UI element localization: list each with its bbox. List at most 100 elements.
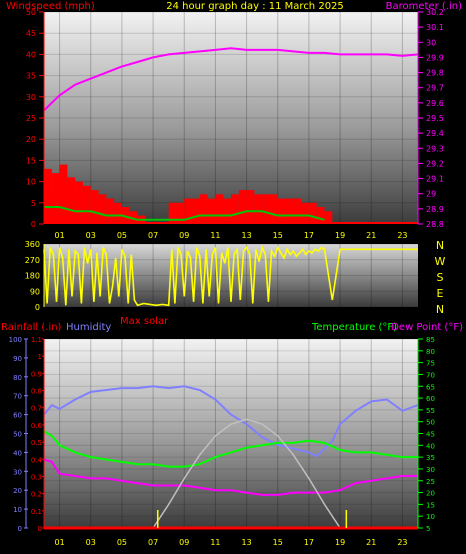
wind-y-tick-label: 35 <box>26 72 36 81</box>
x-tick-label: 21 <box>366 538 376 547</box>
x-tick-label: 19 <box>335 231 345 240</box>
wind-y-tick-label: 40 <box>26 50 36 59</box>
wind-speed-bar <box>129 211 138 224</box>
humidity-y-tick-label: 60 <box>13 412 22 420</box>
wind-direction-line <box>43 244 418 307</box>
wind-speed-bar <box>324 211 333 224</box>
barometer-line <box>43 47 419 112</box>
humidity-y-tick-label: 20 <box>13 487 22 495</box>
humidity-axis-label: Humidity <box>66 322 111 333</box>
barometer-y-tick-label: 29.1 <box>426 175 444 184</box>
direction-compass-label: E <box>437 287 444 300</box>
humidity-line <box>43 385 419 458</box>
temperature-y-tick-label: 15 <box>426 501 435 509</box>
barometer-y-tick-label: 29 <box>426 190 436 199</box>
dew-point-line <box>43 458 418 496</box>
chart-title: 24 hour graph day : 11 March 2025 <box>166 1 344 12</box>
wind-speed-bar <box>121 207 130 224</box>
barometer-y-tick-label: 29.8 <box>426 69 444 78</box>
wind-speed-bar <box>238 190 247 224</box>
x-tick-label: 07 <box>148 231 158 240</box>
rainfall-y-tick-label: 0.9 <box>31 370 42 378</box>
temperature-y-tick-label: 40 <box>426 442 435 450</box>
barometer-y-tick-label: 30.2 <box>426 8 444 17</box>
x-tick-label: 13 <box>241 231 251 240</box>
wind-speed-bar <box>51 173 60 224</box>
x-tick-label: 05 <box>117 231 127 240</box>
wind-speed-bar <box>285 198 294 224</box>
windspeed-axis-label: Windspeed (mph) <box>6 1 95 12</box>
x-tick-label: 07 <box>148 538 158 547</box>
rainfall-y-tick-label: 0.6 <box>31 422 43 430</box>
temperature-y-tick-label: 85 <box>426 336 435 344</box>
barometer-y-tick-label: 29.7 <box>426 84 444 93</box>
rainfall-y-tick-label: 1.1 <box>31 336 42 344</box>
x-tick-label: 15 <box>273 538 283 547</box>
wind-speed-bar <box>114 202 122 224</box>
humidity-y-tick-label: 90 <box>13 355 22 363</box>
wind-y-tick-label: 25 <box>26 114 36 123</box>
direction-compass-label: N <box>436 239 444 252</box>
temperature-axis-label: Temperature (°F) <box>311 322 397 333</box>
wind-speed-bar <box>90 190 99 224</box>
barometer-y-tick-label: 28.8 <box>426 220 444 229</box>
wind-speed-bar <box>308 202 317 224</box>
max-solar-curve <box>152 418 341 529</box>
x-tick-label: 09 <box>179 231 189 240</box>
wind-speed-bar <box>176 202 185 224</box>
temperature-y-tick-label: 5 <box>426 525 430 533</box>
temperature-y-tick-label: 45 <box>426 431 435 439</box>
humidity-y-tick-label: 100 <box>9 336 22 344</box>
x-tick-label: 23 <box>397 538 407 547</box>
temperature-y-tick-label: 80 <box>426 348 435 356</box>
rainfall-y-tick-label: 0 <box>38 525 42 533</box>
x-tick-label: 21 <box>366 231 376 240</box>
wind-speed-bar <box>75 181 83 224</box>
direction-y-tick-label: 270 <box>25 256 40 265</box>
rainfall-y-tick-label: 0.2 <box>31 491 42 499</box>
wind-speed-bar <box>207 198 216 224</box>
wind-speed-bar <box>199 194 208 224</box>
wind-speed-bar <box>277 198 286 224</box>
barometer-y-tick-label: 29.2 <box>426 159 444 168</box>
humidity-y-tick-label: 10 <box>13 506 22 514</box>
wind-speed-bar <box>293 198 302 224</box>
direction-y-tick-label: 0 <box>35 303 40 312</box>
wind-average-line <box>44 206 325 221</box>
x-tick-label: 01 <box>54 538 64 547</box>
wind-speed-bar <box>192 198 200 224</box>
x-tick-label: 11 <box>210 231 220 240</box>
x-tick-label: 15 <box>273 231 283 240</box>
barometer-y-tick-label: 29.9 <box>426 53 444 62</box>
barometer-y-tick-label: 28.9 <box>426 205 444 214</box>
wind-y-tick-label: 20 <box>26 135 36 144</box>
wind-speed-bar <box>98 194 107 224</box>
wind-speed-bar <box>184 198 193 224</box>
direction-compass-label: S <box>437 271 444 284</box>
x-tick-label: 23 <box>397 231 407 240</box>
rainfall-y-tick-label: 0.3 <box>31 473 42 481</box>
wind-y-tick-label: 50 <box>26 8 36 17</box>
barometer-y-tick-label: 30 <box>426 38 436 47</box>
rainfall-y-tick-label: 0.4 <box>31 456 43 464</box>
x-tick-label: 05 <box>117 538 127 547</box>
wind-speed-bar <box>223 198 231 224</box>
wind-y-tick-label: 10 <box>26 178 36 187</box>
rainfall-y-tick-label: 0.1 <box>31 508 42 516</box>
direction-compass-label: N <box>436 303 444 316</box>
direction-y-tick-label: 90 <box>30 287 40 296</box>
wind-speed-bar <box>168 202 177 224</box>
x-tick-label: 03 <box>86 538 96 547</box>
humidity-y-tick-label: 80 <box>13 374 22 382</box>
temperature-y-tick-label: 75 <box>426 360 435 368</box>
wind-speed-bar <box>82 185 91 224</box>
humidity-y-tick-label: 70 <box>13 393 22 401</box>
wind-speed-bar <box>106 198 115 224</box>
temperature-y-tick-label: 65 <box>426 383 435 391</box>
x-tick-label: 01 <box>54 231 64 240</box>
x-tick-label: 17 <box>304 538 314 547</box>
barometer-y-tick-label: 30.1 <box>426 23 444 32</box>
x-tick-label: 03 <box>86 231 96 240</box>
x-tick-label: 13 <box>241 538 251 547</box>
